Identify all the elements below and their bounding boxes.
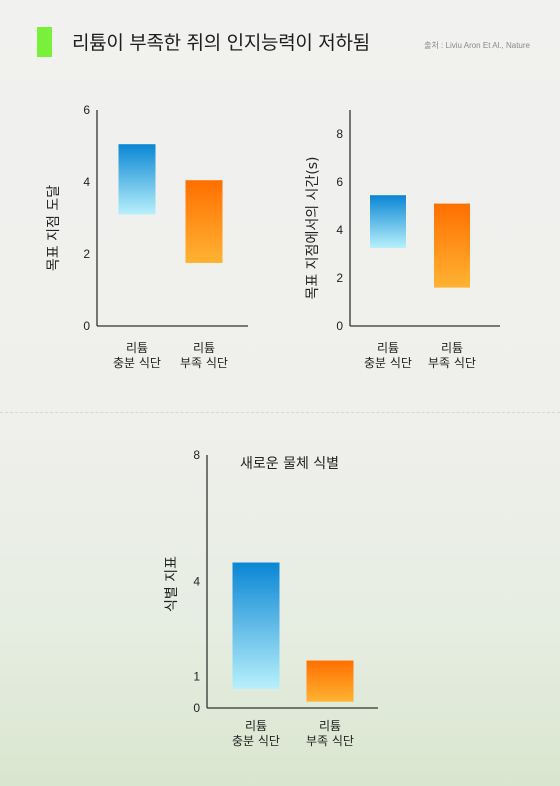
category-label: 리튬: [126, 341, 148, 355]
y-tick-label: 4: [193, 575, 200, 589]
y-tick-label: 2: [336, 271, 343, 285]
bar-sufficient-diet: [232, 562, 280, 690]
category-label: 충분 식단: [113, 356, 161, 370]
y-tick-label: 4: [83, 175, 90, 189]
y-tick-label: 6: [83, 103, 90, 117]
section-divider: [0, 412, 560, 413]
y-tick-label: 8: [193, 448, 200, 462]
y-tick-label: 6: [336, 175, 343, 189]
y-tick-label: 2: [83, 247, 90, 261]
category-label: 부족 식단: [306, 734, 354, 748]
y-tick-label: 0: [193, 701, 200, 715]
category-label: 부족 식단: [180, 356, 228, 370]
y-tick-label: 1: [193, 669, 200, 683]
bar-sufficient-diet: [118, 144, 156, 215]
title-accent-bar: [37, 27, 52, 57]
page-title: 리튬이 부족한 쥐의 인지능력이 저하됨: [72, 32, 370, 54]
category-label: 리튬: [245, 719, 267, 733]
y-axis-label: 목표 지점 도달: [46, 185, 62, 271]
bar-deficient-diet: [434, 203, 470, 288]
category-label: 충분 식단: [364, 356, 412, 370]
y-tick-label: 4: [336, 223, 343, 237]
category-label: 리튬: [319, 719, 341, 733]
chart-title: 새로운 물체 식별: [240, 456, 339, 472]
y-tick-label: 0: [336, 319, 343, 333]
y-axis-label: 식별 지표: [164, 556, 180, 612]
category-label: 충분 식단: [232, 734, 280, 748]
bar-deficient-diet: [306, 660, 354, 702]
bar-deficient-diet: [185, 180, 223, 263]
source-credit: 출처 : Liviu Aron Et Al., Nature: [424, 41, 530, 50]
y-tick-label: 0: [83, 319, 90, 333]
bar-sufficient-diet: [370, 195, 406, 248]
category-label: 리튬: [441, 341, 463, 355]
y-tick-label: 8: [336, 127, 343, 141]
y-axis-label: 목표 지점에서의 시간(s): [305, 156, 321, 299]
category-label: 리튬: [193, 341, 215, 355]
category-label: 리튬: [377, 341, 399, 355]
category-label: 부족 식단: [428, 356, 476, 370]
